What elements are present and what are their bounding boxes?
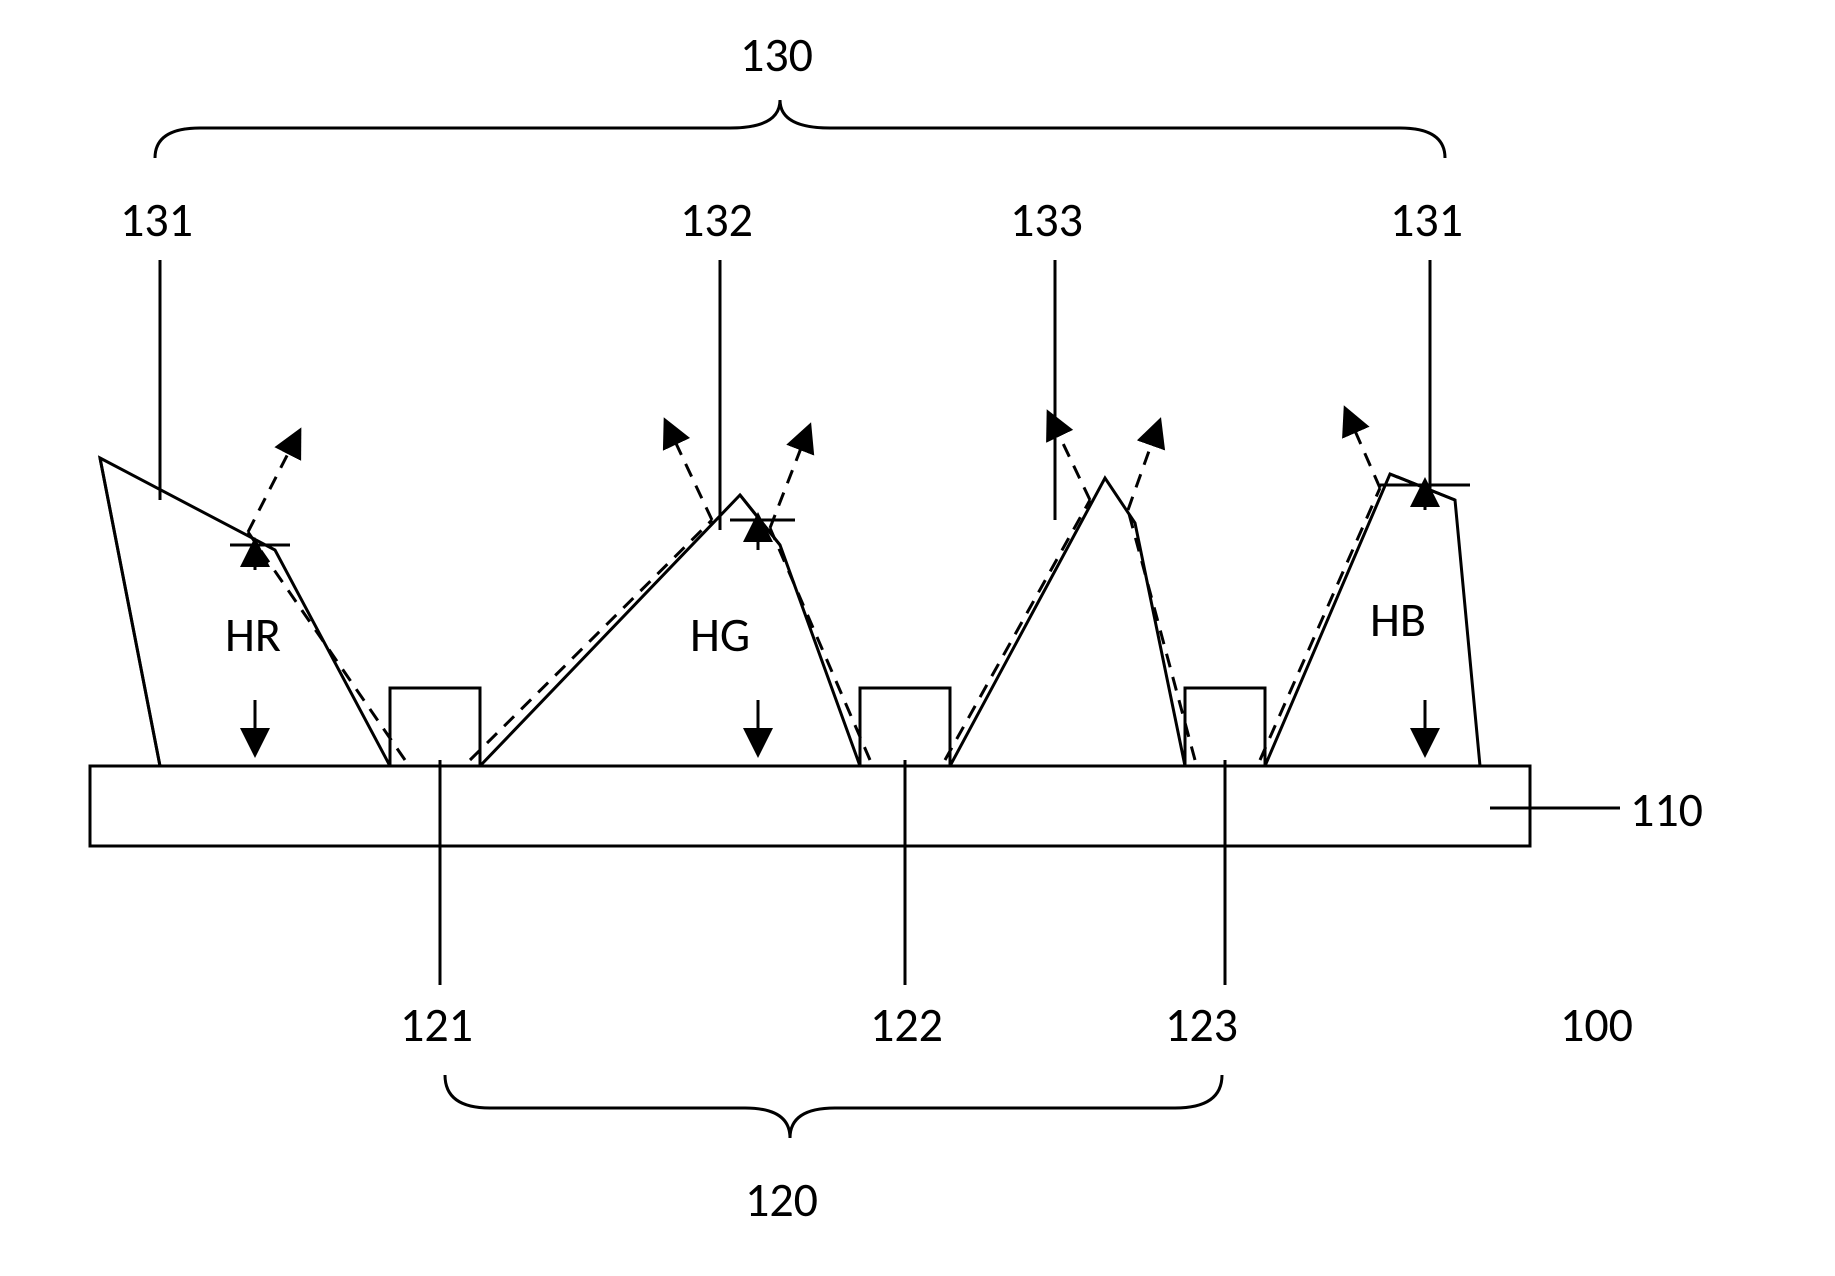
light-rays xyxy=(248,408,1380,760)
led-123 xyxy=(1185,688,1265,766)
label-HG: HG xyxy=(690,605,750,664)
label-133: 133 xyxy=(1010,190,1083,249)
label-100: 100 xyxy=(1560,995,1633,1054)
led-121 xyxy=(390,688,480,766)
label-131-left: 131 xyxy=(120,190,193,249)
label-131-right: 131 xyxy=(1390,190,1463,249)
bottom-leader-lines xyxy=(440,760,1225,985)
top-brace xyxy=(155,100,1445,158)
label-HR: HR xyxy=(225,605,281,664)
label-123: 123 xyxy=(1165,995,1238,1054)
led-122 xyxy=(860,688,950,766)
substrate xyxy=(90,766,1530,846)
label-110: 110 xyxy=(1630,780,1703,839)
bottom-brace xyxy=(445,1075,1222,1138)
label-120: 120 xyxy=(745,1170,818,1229)
label-HB: HB xyxy=(1370,590,1426,649)
reflector-133 xyxy=(950,478,1185,766)
label-132: 132 xyxy=(680,190,753,249)
label-130: 130 xyxy=(740,25,813,84)
label-121: 121 xyxy=(400,995,473,1054)
led-chips xyxy=(390,688,1265,766)
label-122: 122 xyxy=(870,995,943,1054)
reflector-132 xyxy=(480,495,860,766)
top-leader-lines xyxy=(160,260,1430,530)
